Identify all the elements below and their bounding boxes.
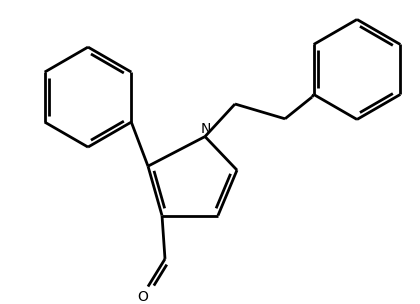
Text: N: N: [201, 122, 211, 136]
Text: O: O: [138, 289, 148, 304]
